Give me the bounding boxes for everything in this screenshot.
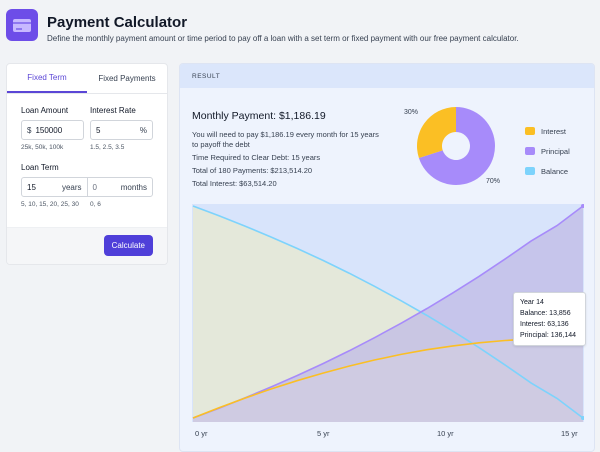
form-actions: Calculate (7, 227, 167, 264)
payment-donut-chart (417, 107, 495, 185)
donut-label-interest: 30% (404, 109, 419, 116)
calculator-form-panel: Fixed Term Fixed Payments Loan Amount $ … (6, 63, 168, 265)
legend-swatch-principal (525, 147, 535, 155)
loan-term-months-input[interactable]: 0 months (86, 178, 153, 196)
loan-amount-hint: 25k, 50k, 100k (21, 144, 64, 151)
loan-term-years-input[interactable]: 15 years (22, 178, 87, 196)
months-suffix: months (120, 182, 147, 192)
legend-label-balance: Balance (541, 166, 569, 176)
loan-term-months-hint: 0, 6 (90, 201, 101, 208)
tooltip-balance: Balance: 13,856 (520, 310, 571, 317)
result-header: RESULT (180, 64, 594, 88)
loan-term-months-placeholder: 0 (92, 182, 97, 192)
result-summary: Monthly Payment: $1,186.19 You will need… (192, 110, 382, 192)
chart-legend: Interest Principal Balance (525, 126, 570, 186)
loan-amount-field: Loan Amount $ 150000 25k, 50k, 100k (21, 94, 84, 151)
payment-description: You will need to pay $1,186.19 every mon… (192, 130, 379, 149)
result-panel: RESULT Monthly Payment: $1,186.19 You wi… (179, 63, 595, 452)
interest-rate-label: Interest Rate (90, 106, 136, 115)
years-suffix: years (61, 182, 82, 192)
balance-end-point (581, 416, 584, 420)
principal-end-point (581, 204, 584, 208)
x-tick-label: 5 yr (317, 429, 330, 438)
total-payments: Total of 180 Payments: $213,514.20 (192, 166, 313, 175)
legend-label-interest: Interest (541, 126, 567, 136)
tooltip-title: Year 14 (520, 299, 544, 306)
legend-item-balance: Balance (525, 166, 570, 176)
loan-term-field: Loan Term 15 years 0 months 5, 10, 15, 2… (21, 163, 153, 208)
monthly-payment: Monthly Payment: $1,186.19 (192, 110, 326, 122)
legend-swatch-balance (525, 167, 535, 175)
dollar-prefix: $ (27, 125, 32, 135)
app-logo-icon (6, 9, 38, 41)
line-balance (192, 205, 584, 419)
interest-rate-value: 5 (96, 125, 101, 135)
mode-tabs: Fixed Term Fixed Payments (7, 64, 167, 94)
legend-swatch-interest (525, 127, 535, 135)
tooltip-interest: Interest: 63,136 (520, 321, 569, 328)
donut-slice-principal (418, 107, 495, 185)
loan-amount-label: Loan Amount (21, 106, 69, 115)
legend-item-principal: Principal (525, 146, 570, 156)
loan-amount-input[interactable]: $ 150000 (21, 120, 84, 140)
loan-term-years-value: 15 (27, 182, 36, 192)
x-tick-label: 10 yr (437, 429, 454, 438)
interest-rate-hint: 1.5, 2.5, 3.5 (90, 144, 125, 151)
interest-rate-field: Interest Rate 5 % 1.5, 2.5, 3.5 (90, 94, 153, 151)
amortization-area-chart (192, 204, 584, 422)
loan-term-input-group: 15 years 0 months (21, 177, 153, 197)
line-principal (192, 205, 584, 419)
donut-label-principal: 70% (486, 178, 501, 185)
page-subtitle: Define the monthly payment amount or tim… (47, 34, 519, 43)
page-title: Payment Calculator (47, 14, 188, 31)
credit-card-icon (13, 18, 31, 32)
chart-tooltip: Year 14 Balance: 13,856 Interest: 63,136… (513, 292, 586, 346)
loan-term-years-hint: 5, 10, 15, 20, 25, 30 (21, 201, 79, 208)
donut-slice-interest (417, 107, 456, 159)
tooltip-principal: Principal: 136,144 (520, 332, 577, 339)
percent-suffix: % (139, 125, 147, 135)
loan-term-label: Loan Term (21, 163, 59, 172)
tab-fixed-term[interactable]: Fixed Term (7, 64, 87, 93)
legend-label-principal: Principal (541, 146, 570, 156)
interest-rate-input[interactable]: 5 % (90, 120, 153, 140)
total-interest: Total Interest: $63,514.20 (192, 179, 277, 188)
time-required: Time Required to Clear Debt: 15 years (192, 153, 321, 162)
legend-item-interest: Interest (525, 126, 570, 136)
tab-fixed-payments[interactable]: Fixed Payments (98, 74, 156, 83)
calculate-button[interactable]: Calculate (103, 235, 153, 256)
x-tick-label: 0 yr (195, 429, 208, 438)
x-tick-label: 15 yr (561, 429, 578, 438)
loan-amount-value: 150000 (35, 125, 63, 135)
